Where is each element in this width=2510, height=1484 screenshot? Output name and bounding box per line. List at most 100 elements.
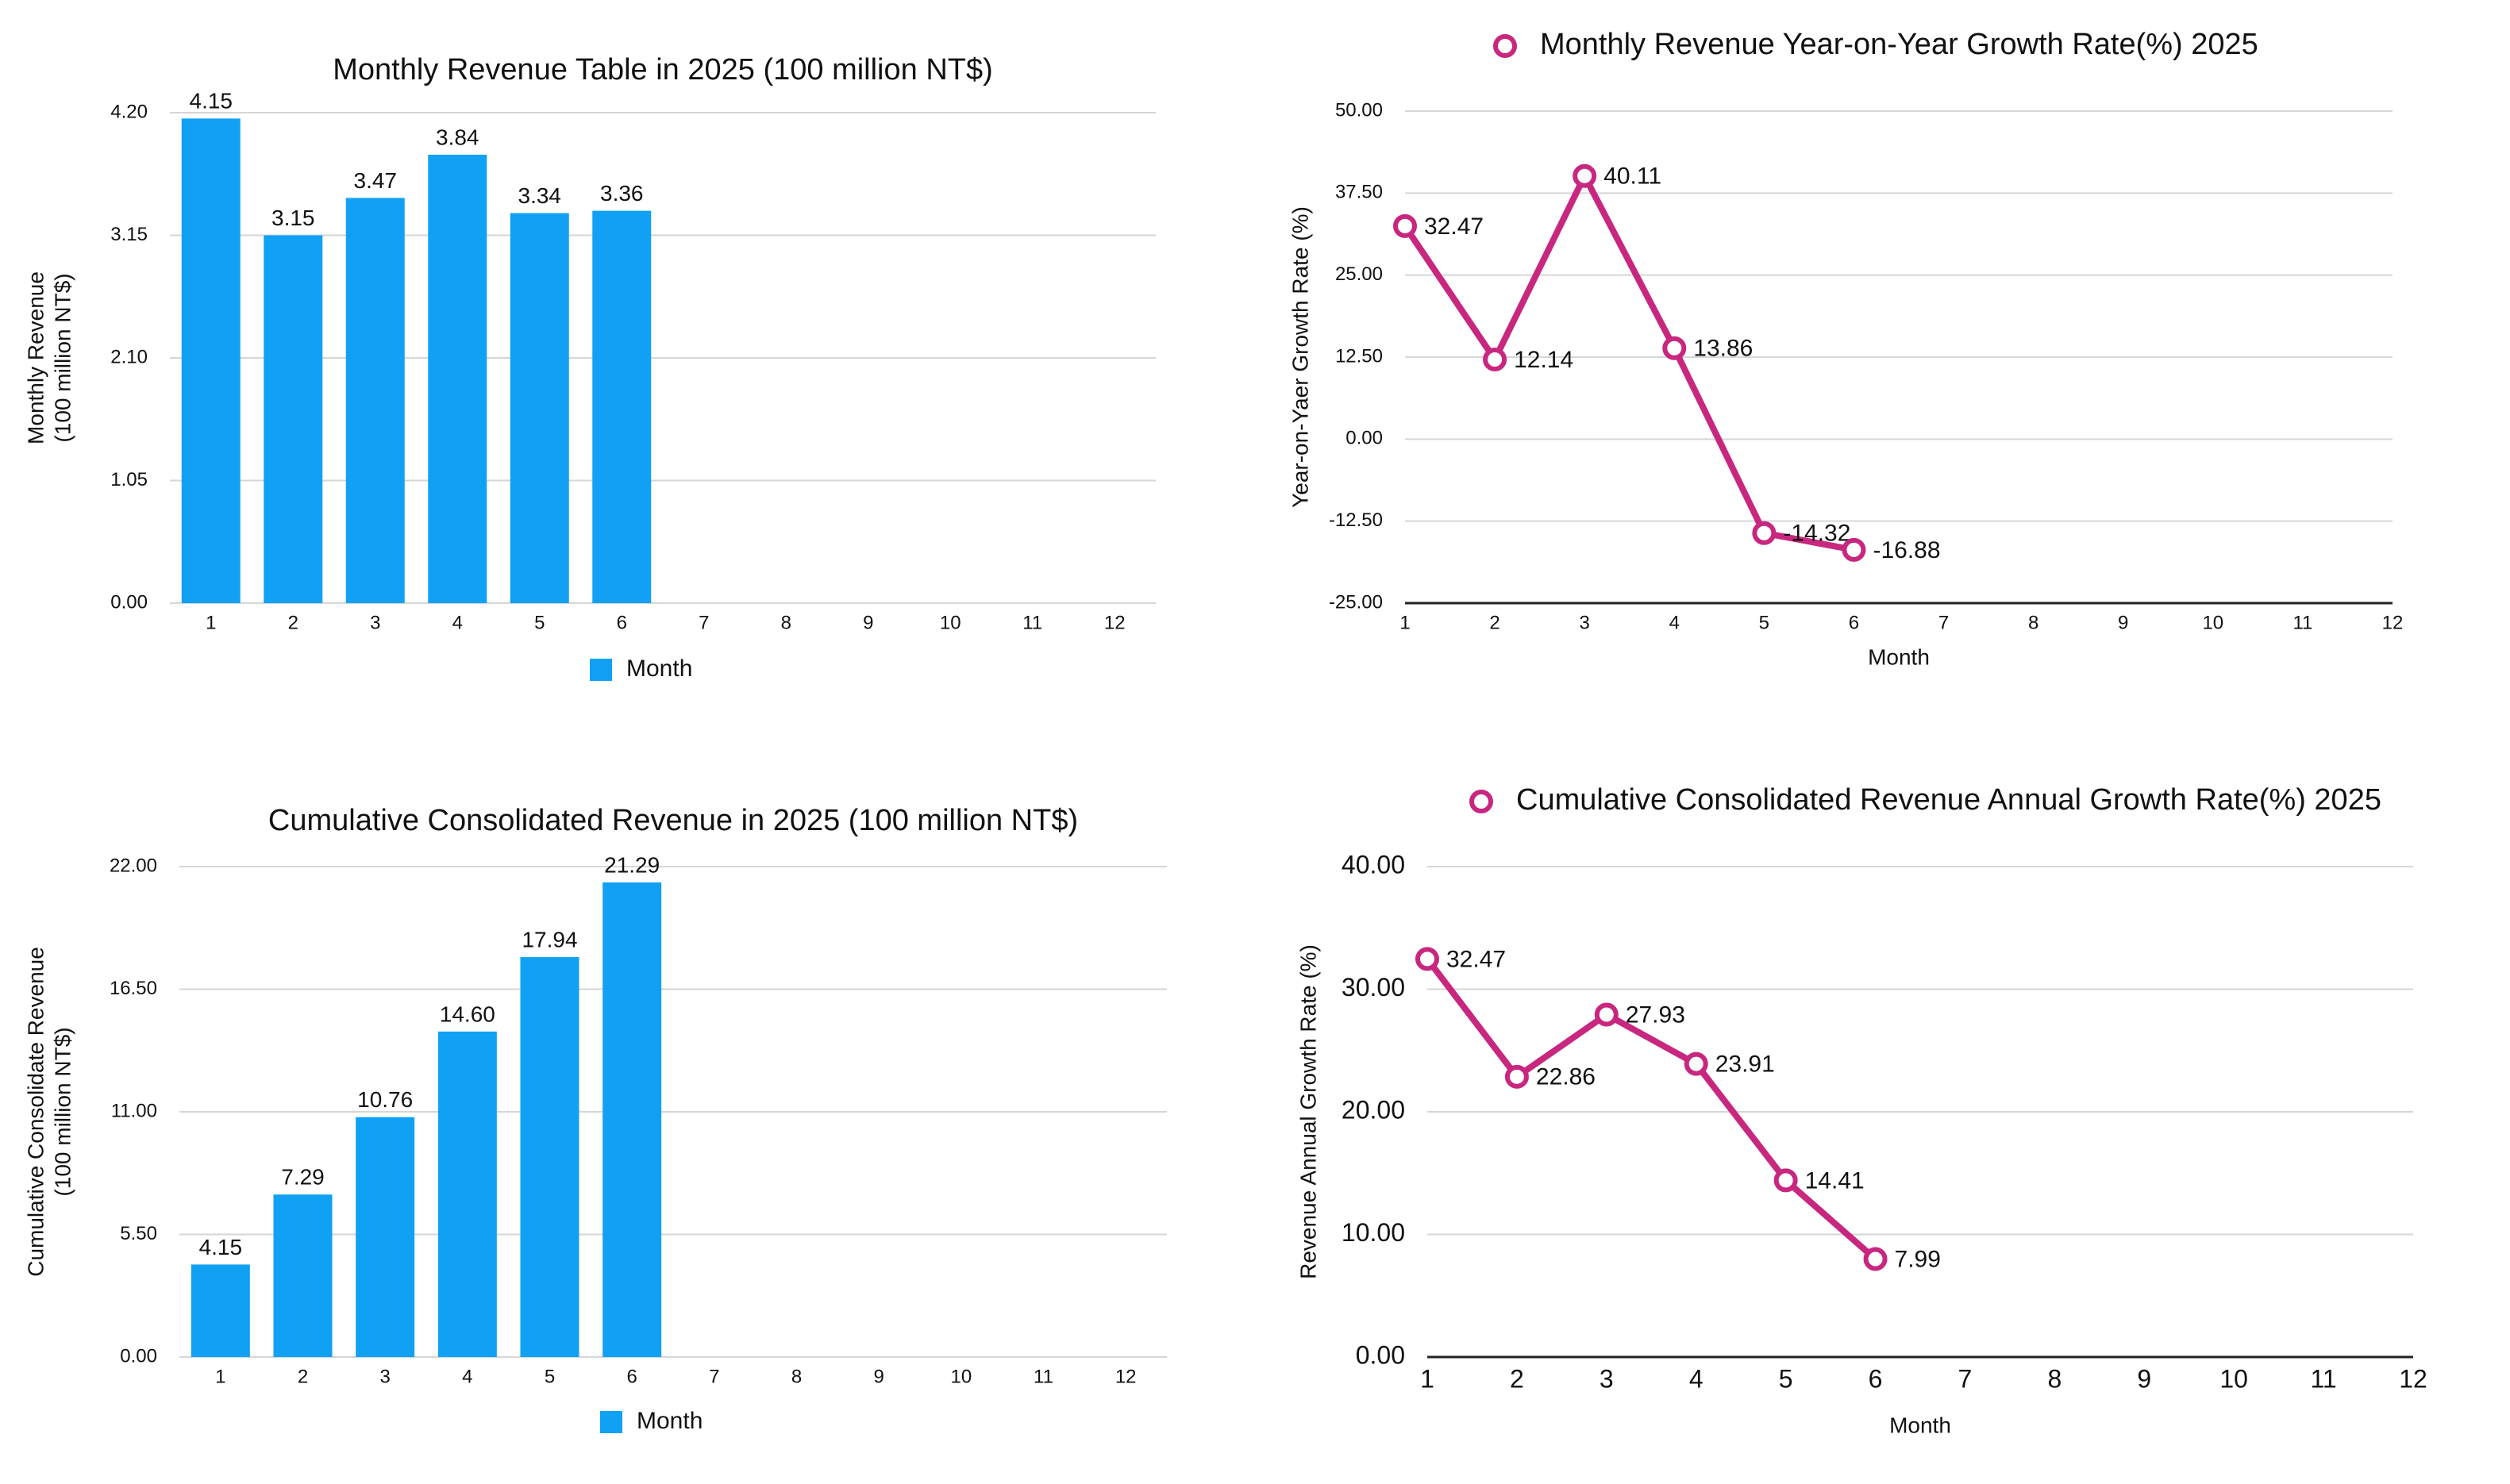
data-label: 21.29 xyxy=(604,852,660,877)
data-label: 14.41 xyxy=(1805,1167,1865,1194)
bar xyxy=(356,1117,415,1357)
data-label: 4.15 xyxy=(199,1235,243,1259)
y-tick-label: 30.00 xyxy=(1342,973,1405,1002)
x-tick-label: 6 xyxy=(1869,1364,1883,1393)
x-tick-label: 6 xyxy=(626,1366,637,1387)
x-tick-label: 10 xyxy=(2219,1364,2248,1393)
y-tick-label: 16.50 xyxy=(110,978,157,999)
data-label: 13.86 xyxy=(1693,336,1753,362)
y-tick-label: 22.00 xyxy=(110,855,157,876)
data-label: 3.47 xyxy=(354,168,398,193)
y-tick-label: 50.00 xyxy=(1335,99,1383,121)
y-tick-label: 0.00 xyxy=(110,591,148,613)
point xyxy=(1594,1002,1619,1027)
point xyxy=(1752,521,1777,545)
y-tick-label: 37.50 xyxy=(1335,182,1383,203)
y-axis-label: (100 million NT$) xyxy=(50,1027,75,1196)
chart-title: Cumulative Consolidated Revenue in 2025 … xyxy=(268,804,1078,837)
bar xyxy=(428,154,487,603)
x-tick-label: 3 xyxy=(1580,612,1590,633)
data-label: 27.93 xyxy=(1626,1002,1685,1028)
x-tick-label: 3 xyxy=(1600,1364,1614,1393)
x-tick-label: 9 xyxy=(2137,1364,2151,1393)
y-tick-label: 0.00 xyxy=(120,1345,157,1367)
data-label: 3.34 xyxy=(518,183,562,208)
x-tick-label: 6 xyxy=(617,612,627,633)
data-label: 3.84 xyxy=(436,125,479,149)
point xyxy=(1684,1051,1708,1076)
y-tick-label: 40.00 xyxy=(1342,850,1405,878)
x-tick-label: 5 xyxy=(545,1366,555,1387)
point xyxy=(1504,1064,1529,1089)
data-label: 7.29 xyxy=(281,1165,325,1190)
y-tick-label: 10.00 xyxy=(1342,1218,1405,1247)
y-tick-label: 20.00 xyxy=(1342,1095,1405,1124)
bar xyxy=(191,1264,250,1357)
data-label: 14.60 xyxy=(440,1002,495,1026)
x-tick-label: 2 xyxy=(288,612,298,633)
data-label: 23.91 xyxy=(1715,1051,1775,1078)
data-label: 32.47 xyxy=(1424,213,1484,240)
x-tick-label: 7 xyxy=(699,612,709,633)
point xyxy=(1573,163,1597,188)
x-tick-label: 11 xyxy=(1034,1366,1053,1387)
x-axis-label: Month xyxy=(1889,1413,1951,1437)
legend-label: Monthly Revenue Year-on-Year Growth Rate… xyxy=(1540,28,2258,61)
chart: 0.001.052.103.154.201 2 3 4 5 6 7 8 9 10 11 12Month… xyxy=(23,53,1156,682)
x-tick-label: 12 xyxy=(1115,1366,1137,1387)
data-label: 22.86 xyxy=(1536,1064,1596,1090)
point xyxy=(1393,213,1417,238)
y-tick-label: 5.50 xyxy=(120,1223,157,1244)
y-tick-label: -25.00 xyxy=(1329,591,1383,613)
x-tick-label: 9 xyxy=(873,1366,884,1387)
data-label: 32.47 xyxy=(1446,946,1506,972)
x-tick-label: 11 xyxy=(1022,612,1042,633)
line xyxy=(1424,956,1878,1262)
x-tick-label: 2 xyxy=(1510,1364,1524,1393)
bar xyxy=(602,882,662,1357)
y-tick-label: 0.00 xyxy=(1356,1340,1405,1369)
legend-swatch xyxy=(590,659,612,681)
x-tick-label: 1 xyxy=(206,612,216,633)
x-tick-label: 8 xyxy=(2028,612,2038,633)
data-label: 4.15 xyxy=(190,89,233,113)
x-tick-label: 1 xyxy=(215,1366,225,1387)
bar xyxy=(345,198,405,603)
x-tick-label: 7 xyxy=(1938,612,1949,633)
bar xyxy=(273,1194,333,1357)
data-label: -14.32 xyxy=(1783,521,1850,547)
point xyxy=(1415,947,1439,971)
x-tick-label: 4 xyxy=(1669,612,1680,633)
y-tick-label: 1.05 xyxy=(110,469,148,490)
x-tick-label: 8 xyxy=(781,612,791,633)
x-tick-label: 5 xyxy=(1759,612,1769,633)
x-tick-label: 5 xyxy=(534,612,545,633)
x-tick-label: 3 xyxy=(370,612,380,633)
x-tick-label: 10 xyxy=(2202,612,2223,633)
x-tick-label: 2 xyxy=(1489,612,1499,633)
data-label: 40.11 xyxy=(1603,163,1661,190)
x-tick-label: 3 xyxy=(379,1366,390,1387)
legend-swatch xyxy=(600,1411,622,1433)
data-label: 7.99 xyxy=(1895,1246,1941,1272)
chart-title: Monthly Revenue Table in 2025 (100 milli… xyxy=(333,53,993,87)
point xyxy=(1483,347,1507,371)
x-tick-label: 10 xyxy=(950,1366,972,1387)
data-label: 3.15 xyxy=(271,206,315,230)
point xyxy=(1773,1168,1798,1193)
x-tick-label: 11 xyxy=(2292,612,2312,633)
point xyxy=(1863,1247,1888,1271)
x-tick-label: 11 xyxy=(2310,1364,2336,1393)
data-label: 10.76 xyxy=(357,1087,413,1112)
x-tick-label: 8 xyxy=(791,1366,802,1387)
y-axis-label: Cumulative Consolidate Revenue xyxy=(23,947,48,1277)
y-axis-label: Monthly Revenue xyxy=(23,271,48,444)
y-tick-label: 12.50 xyxy=(1335,345,1383,367)
x-tick-label: 1 xyxy=(1420,1364,1434,1393)
y-tick-label: 3.15 xyxy=(110,224,148,245)
y-tick-label: 0.00 xyxy=(1345,428,1383,449)
